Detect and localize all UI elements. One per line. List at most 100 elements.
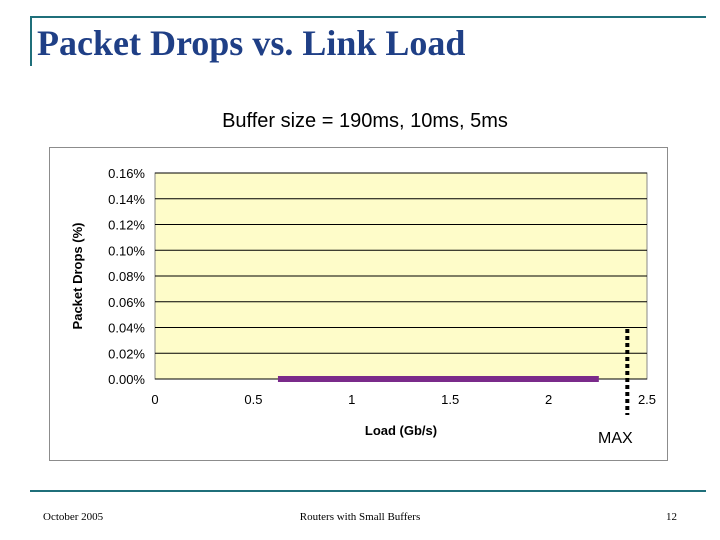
y-tick-label: 0.04% [108, 321, 145, 336]
data-point [325, 376, 332, 382]
x-tick-label: 0.5 [244, 392, 262, 407]
data-point [305, 376, 312, 382]
data-point [592, 376, 599, 382]
data-point [277, 376, 284, 382]
x-tick-label: 1.5 [441, 392, 459, 407]
data-point [293, 376, 300, 382]
y-tick-label: 0.16% [108, 166, 145, 181]
data-point [459, 376, 466, 382]
y-tick-label: 0.12% [108, 218, 145, 233]
data-point [577, 376, 584, 382]
data-point [384, 376, 391, 382]
packet-drops-chart: 0.00% 0.02% 0.04% 0.06% 0.08% 0.10% 0.12% 0.14%… [70, 166, 656, 438]
data-point [549, 376, 556, 382]
data-point [360, 376, 367, 382]
data-point [521, 376, 528, 382]
data-point [474, 376, 481, 382]
data-point [396, 376, 403, 382]
data-point [352, 376, 359, 382]
data-point [285, 376, 292, 382]
data-point [297, 376, 304, 382]
data-point [301, 376, 308, 382]
y-tick-label: 0.06% [108, 295, 145, 310]
data-point [399, 376, 406, 382]
data-point [289, 376, 296, 382]
data-point [537, 376, 544, 382]
footer-rule [30, 490, 706, 492]
x-tick-label: 0 [151, 392, 158, 407]
data-point [466, 376, 473, 382]
data-point [336, 376, 343, 382]
data-point [281, 376, 288, 382]
frame-left-rule [30, 16, 32, 66]
y-axis-label: Packet Drops (%) [70, 223, 85, 330]
data-point [584, 376, 591, 382]
y-tick-label: 0.02% [108, 346, 145, 361]
data-point [340, 376, 347, 382]
data-point [581, 376, 588, 382]
data-point [388, 376, 395, 382]
data-point [518, 376, 525, 382]
data-point [514, 376, 521, 382]
footer-date: October 2005 [43, 511, 104, 523]
data-point [329, 376, 336, 382]
data-point [392, 376, 399, 382]
data-point [462, 376, 469, 382]
y-tick-label: 0.14% [108, 192, 145, 207]
data-point [557, 376, 564, 382]
data-point [498, 376, 505, 382]
data-point [553, 376, 560, 382]
data-point [451, 376, 458, 382]
data-point [344, 376, 351, 382]
data-point [565, 376, 572, 382]
max-label: MAX [598, 430, 633, 447]
data-point [545, 376, 552, 382]
y-tick-label: 0.08% [108, 269, 145, 284]
data-point [494, 376, 501, 382]
data-point [533, 376, 540, 382]
data-point [561, 376, 568, 382]
data-point [348, 376, 355, 382]
data-point [470, 376, 477, 382]
data-point [569, 376, 576, 382]
x-tick-label: 2 [545, 392, 552, 407]
data-point [403, 376, 410, 382]
data-point [435, 376, 442, 382]
data-point [482, 376, 489, 382]
data-point [443, 376, 450, 382]
chart-container: 0.00% 0.02% 0.04% 0.06% 0.08% 0.10% 0.12% 0.14%… [49, 147, 668, 461]
chart-subtitle: Buffer size = 190ms, 10ms, 5ms [222, 110, 508, 132]
data-point [486, 376, 493, 382]
data-point [427, 376, 434, 382]
slide-title: Packet Drops vs. Link Load [37, 23, 466, 63]
data-point [447, 376, 454, 382]
data-point [309, 376, 316, 382]
data-point [490, 376, 497, 382]
footer-title: Routers with Small Buffers [299, 511, 421, 523]
data-point [333, 376, 340, 382]
y-tick-label: 0.00% [108, 372, 145, 387]
data-point [415, 376, 422, 382]
x-axis-label: Load (Gb/s) [365, 423, 437, 438]
data-point [455, 376, 462, 382]
data-point [529, 376, 536, 382]
data-point [380, 376, 387, 382]
data-point [376, 376, 383, 382]
data-point [407, 376, 414, 382]
data-point [506, 376, 513, 382]
data-point [364, 376, 371, 382]
data-point [356, 376, 363, 382]
data-point [439, 376, 446, 382]
data-point [368, 376, 375, 382]
data-point [321, 376, 328, 382]
data-point [573, 376, 580, 382]
data-point [478, 376, 485, 382]
data-point [541, 376, 548, 382]
data-point [431, 376, 438, 382]
frame-top-rule [30, 16, 706, 18]
data-point [313, 376, 320, 382]
y-tick-label: 0.10% [108, 243, 145, 258]
data-point [317, 376, 324, 382]
data-point [419, 376, 426, 382]
x-tick-label: 1 [348, 392, 355, 407]
